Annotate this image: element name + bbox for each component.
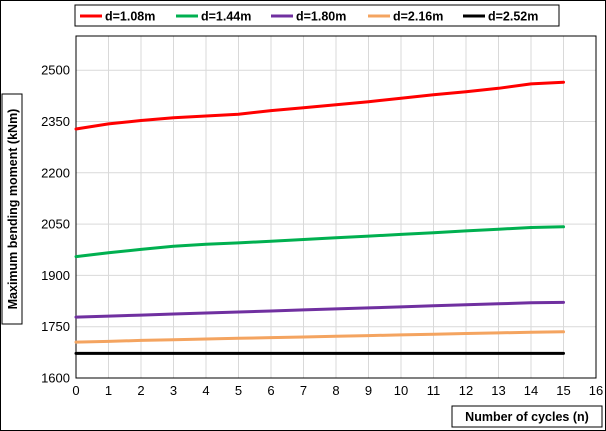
legend-label-5: d=2.52m [488,10,538,24]
x-tick-label: 13 [491,383,505,398]
y-axis-label-frame [1,93,23,325]
x-tick-label: 15 [556,383,570,398]
x-tick-label: 12 [459,383,473,398]
x-tick-label: 9 [365,383,372,398]
x-tick-label: 4 [202,383,209,398]
series-lines [74,80,565,355]
x-tick-label: 7 [300,383,307,398]
x-tick-label: 16 [589,383,603,398]
x-tick-label: 1 [105,383,112,398]
series-line-4 [74,330,565,344]
series-line-3 [74,300,565,319]
legend-frame [74,4,560,27]
y-tick-label: 2050 [41,217,70,232]
x-axis-label-frame [451,405,603,428]
y-tick-label: 1600 [41,371,70,386]
legend-label-1: d=1.08m [105,10,155,24]
series-line-2 [74,225,565,259]
x-tick-label: 3 [170,383,177,398]
plot-area [75,35,597,379]
y-tick-label: 1750 [41,319,70,334]
y-tick-label: 2200 [41,165,70,180]
y-tick-label: 2500 [41,63,70,78]
x-tick-labels: 0 1 2 3 4 5 6 7 8 9 10 11 12 13 14 15 16 [72,383,603,398]
x-tick-label: 6 [267,383,274,398]
x-axis-label-box: Number of cycles (n) [451,405,603,428]
y-tick-labels: 1600 1750 1900 2050 2200 2350 2500 [41,63,70,386]
x-tick-label: 11 [427,383,441,398]
y-axis-label: Maximum bending moment (kNm) [6,109,20,310]
x-tick-label: 0 [72,383,79,398]
legend: d=1.08m d=1.44m d=1.80m d=2.16m d=2.52m [74,4,560,27]
legend-label-3: d=1.80m [296,10,346,24]
x-tick-label: 14 [524,383,538,398]
y-tick-label: 1900 [41,268,70,283]
x-tick-label: 5 [235,383,242,398]
x-tick-label: 8 [332,383,339,398]
y-axis-label-box: Maximum bending moment (kNm) [1,93,23,325]
y-tick-label: 2350 [41,114,70,129]
x-tick-label: 10 [394,383,408,398]
x-axis-label: Number of cycles (n) [465,410,589,424]
series-line-1 [74,80,565,131]
legend-label-2: d=1.44m [201,10,251,24]
x-tick-label: 2 [137,383,144,398]
legend-label-4: d=2.16m [393,10,443,24]
